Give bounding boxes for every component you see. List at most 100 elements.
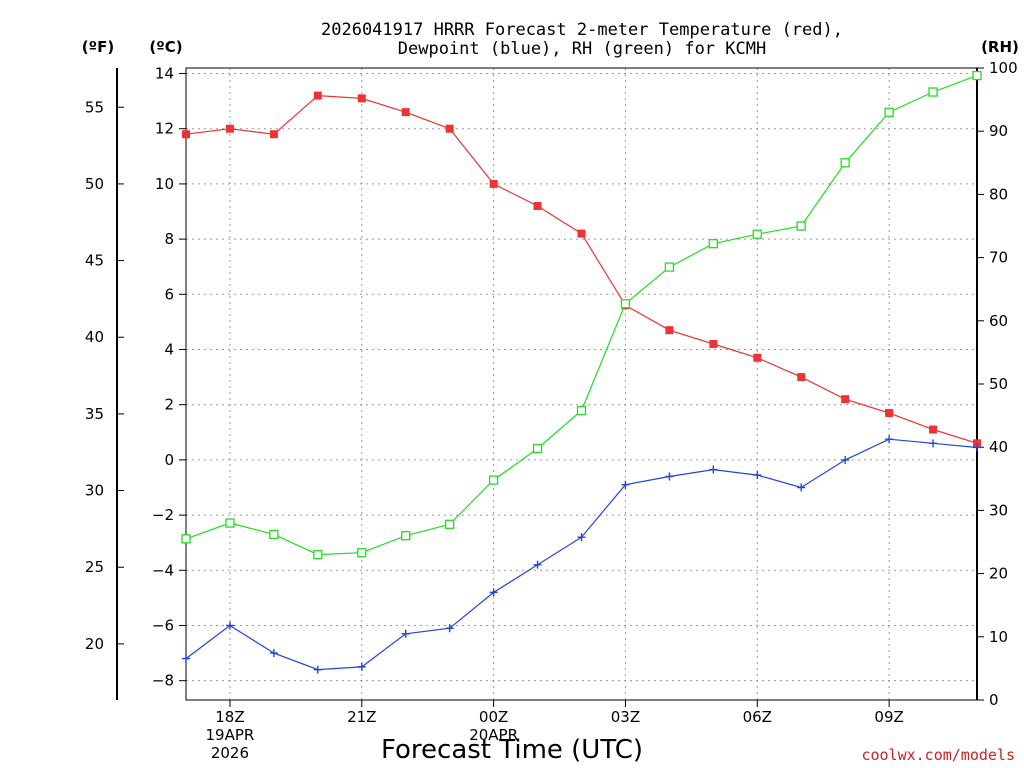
rh-tick-label: 50	[989, 375, 1008, 393]
rh-point	[972, 70, 982, 81]
dewpoint-point	[797, 483, 806, 492]
dewpoint-point	[313, 665, 322, 674]
credit-text: coolwx.com/models	[861, 746, 1015, 764]
x-tick-label: 03Z	[611, 708, 640, 726]
rh-tick-label: 100	[989, 59, 1018, 77]
temperature-point	[533, 201, 542, 210]
temperature-point	[269, 130, 278, 139]
celsius-tick-label: 14	[155, 65, 174, 83]
temperature-point	[841, 395, 850, 404]
fahrenheit-tick-label: 30	[85, 482, 104, 500]
temperature-point	[929, 425, 938, 434]
rh-point	[313, 549, 323, 560]
temperature-point	[357, 94, 366, 103]
dewpoint-point	[357, 662, 366, 671]
rh-point	[357, 548, 367, 558]
temperature-point	[401, 108, 410, 117]
rh-tick-label: 0	[989, 691, 999, 709]
rh-point	[840, 158, 850, 168]
temperature-point	[577, 229, 586, 238]
temperature-point	[225, 124, 234, 133]
temperature-point	[445, 124, 454, 133]
celsius-tick-label: −4	[152, 561, 174, 579]
rh-point	[488, 475, 499, 485]
chart-title-line1: 2026041917 HRRR Forecast 2-meter Tempera…	[321, 20, 843, 40]
dewpoint-point	[885, 435, 894, 444]
celsius-tick-label: 8	[164, 230, 174, 248]
x-tick-label: 21Z	[347, 708, 376, 726]
grid-lines	[186, 68, 977, 700]
celsius-tick-label: 4	[164, 341, 174, 359]
rh-tick-label: 90	[989, 122, 1008, 140]
temperature-point	[885, 408, 894, 417]
rh-tick-label: 30	[989, 501, 1008, 519]
rh-point	[445, 519, 455, 529]
temperature-point	[313, 91, 322, 100]
data-series	[181, 70, 982, 674]
fahrenheit-tick-label: 45	[85, 252, 104, 270]
rh-tick-label: 10	[989, 628, 1008, 646]
dewpoint-point	[489, 588, 498, 597]
rh-point	[708, 239, 718, 249]
rh-tick-label: 60	[989, 312, 1008, 330]
rh-tick-label: 80	[989, 185, 1008, 203]
dewpoint-point	[401, 629, 410, 638]
fahrenheit-unit-label: (ºF)	[82, 38, 114, 56]
dewpoint-line	[185, 438, 978, 671]
rh-line	[185, 75, 978, 556]
celsius-tick-label: 2	[164, 396, 174, 414]
rh-point	[796, 221, 806, 231]
rh-point	[576, 405, 587, 416]
plot-frame	[185, 67, 978, 701]
dewpoint-point	[709, 465, 718, 474]
fahrenheit-tick-label: 55	[85, 98, 104, 116]
rh-point	[752, 229, 762, 239]
fahrenheit-tick-label: 40	[85, 328, 104, 346]
x-tick-label: 2026	[211, 744, 249, 762]
x-tick-label: 20APR	[469, 726, 518, 744]
rh-point	[181, 534, 191, 544]
chart-title-line2: Dewpoint (blue), RH (green) for KCMH	[398, 39, 766, 59]
celsius-tick-label: 12	[155, 120, 174, 138]
dewpoint-point	[841, 455, 850, 464]
celsius-tick-label: −2	[152, 506, 174, 524]
x-tick-label: 00Z	[479, 708, 508, 726]
x-tick-label: 18Z	[215, 708, 244, 726]
dewpoint-point	[182, 654, 190, 663]
rh-point	[401, 531, 411, 541]
rh-tick-label: 40	[989, 438, 1008, 456]
rh-point	[532, 443, 543, 454]
temperature-point	[709, 339, 718, 348]
dewpoint-point	[577, 533, 586, 542]
fahrenheit-tick-label: 25	[85, 558, 104, 576]
dewpoint-point	[225, 621, 234, 630]
temperature-point	[753, 353, 762, 362]
temperature-point	[182, 130, 190, 139]
x-tick-label: 19APR	[206, 726, 255, 744]
rh-tick-label: 20	[989, 565, 1008, 583]
fahrenheit-tick-label: 50	[85, 175, 104, 193]
temperature-point	[489, 179, 498, 188]
fahrenheit-tick-label: 20	[85, 635, 104, 653]
rh-point	[664, 262, 675, 272]
x-axis-label: Forecast Time (UTC)	[381, 735, 643, 765]
celsius-tick-label: 0	[164, 451, 174, 469]
rh-tick-label: 70	[989, 249, 1008, 267]
dewpoint-point	[621, 480, 630, 489]
temperature-point	[973, 439, 981, 448]
celsius-unit-label: (ºC)	[149, 38, 182, 56]
x-tick-label: 09Z	[874, 708, 903, 726]
temperature-point	[665, 326, 674, 335]
x-tick-label: 06Z	[743, 708, 772, 726]
dewpoint-point	[753, 471, 762, 480]
rh-unit-label: (RH)	[981, 38, 1019, 56]
dewpoint-point	[973, 443, 981, 452]
celsius-tick-label: 6	[164, 285, 174, 303]
celsius-tick-label: 10	[155, 175, 174, 193]
rh-point	[928, 87, 938, 97]
temperature-point	[797, 373, 806, 382]
rh-point	[884, 107, 894, 117]
dewpoint-point	[665, 472, 674, 481]
